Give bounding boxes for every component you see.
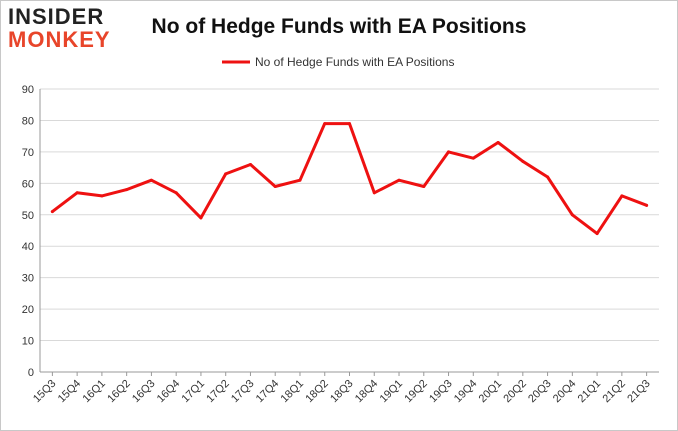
x-tick-label: 17Q2 [204, 378, 232, 406]
logo-text-insider: INSIDER [8, 4, 105, 29]
data-point [595, 232, 599, 236]
x-tick-label: 16Q1 [80, 378, 108, 406]
x-tick-label: 20Q4 [551, 378, 579, 406]
x-tick-label: 20Q1 [477, 378, 505, 406]
x-tick-label: 19Q1 [378, 378, 406, 406]
x-tick-label: 21Q1 [576, 378, 604, 406]
x-tick-label: 20Q2 [501, 378, 529, 406]
data-point [149, 178, 153, 182]
x-tick-label: 16Q4 [155, 378, 183, 406]
y-tick-label: 10 [22, 336, 34, 348]
data-point [372, 191, 376, 195]
legend: No of Hedge Funds with EA Positions [222, 55, 454, 69]
data-point [570, 213, 574, 217]
data-point [546, 175, 550, 179]
x-tick-label: 18Q3 [328, 378, 356, 406]
x-tick-label: 15Q3 [31, 378, 59, 406]
y-tick-label: 30 [22, 273, 34, 285]
x-tick-label: 18Q2 [303, 378, 331, 406]
x-tick-label: 19Q3 [427, 378, 455, 406]
x-tick-label: 21Q2 [600, 378, 628, 406]
data-point [348, 122, 351, 126]
data-point [75, 191, 79, 195]
x-tick-label: 17Q1 [180, 378, 208, 406]
series-layer [50, 122, 649, 236]
data-point [447, 150, 451, 154]
data-point [645, 203, 649, 207]
logo-text-monkey: MONKEY [8, 27, 111, 52]
y-tick-label: 90 [22, 84, 34, 96]
y-tick-label: 70 [22, 147, 34, 159]
data-point [323, 122, 327, 126]
x-tick-label: 21Q3 [625, 378, 653, 406]
data-point [471, 156, 475, 160]
x-tick-label: 20Q3 [526, 378, 554, 406]
x-tick-label: 17Q3 [229, 378, 257, 406]
data-point [50, 210, 54, 214]
data-point [397, 178, 401, 182]
x-tick-label: 19Q4 [452, 378, 480, 406]
data-point [298, 178, 302, 182]
y-tick-label: 60 [22, 178, 34, 190]
series-line [50, 122, 649, 236]
data-point [100, 194, 104, 198]
legend-label: No of Hedge Funds with EA Positions [255, 55, 454, 69]
chart-title: No of Hedge Funds with EA Positions [151, 15, 527, 38]
x-tick-label: 16Q3 [130, 378, 158, 406]
data-point [174, 191, 178, 195]
grid-layer [40, 88, 659, 373]
x-tick-label: 17Q4 [254, 378, 282, 406]
x-tick-label: 19Q2 [402, 378, 430, 406]
data-point [248, 162, 252, 166]
x-tick-label: 15Q4 [56, 378, 84, 406]
data-point [422, 184, 426, 188]
x-tick-label: 18Q4 [353, 378, 381, 406]
y-tick-label: 80 [22, 115, 34, 127]
data-point [199, 216, 203, 220]
y-tick-label: 40 [22, 241, 34, 253]
x-tick-label: 18Q1 [279, 378, 307, 406]
y-tick-label: 50 [22, 210, 34, 222]
data-point [125, 188, 129, 192]
axis-layer: 010203040506070809015Q315Q416Q116Q216Q31… [22, 84, 659, 405]
y-tick-label: 0 [28, 367, 34, 379]
data-point [620, 194, 624, 198]
x-tick-label: 16Q2 [105, 378, 133, 406]
data-point [273, 184, 277, 188]
data-point [496, 140, 500, 144]
insider-monkey-logo: INSIDER MONKEY [8, 6, 126, 54]
data-point [521, 159, 525, 163]
data-point [224, 172, 228, 176]
y-tick-label: 20 [22, 304, 34, 316]
